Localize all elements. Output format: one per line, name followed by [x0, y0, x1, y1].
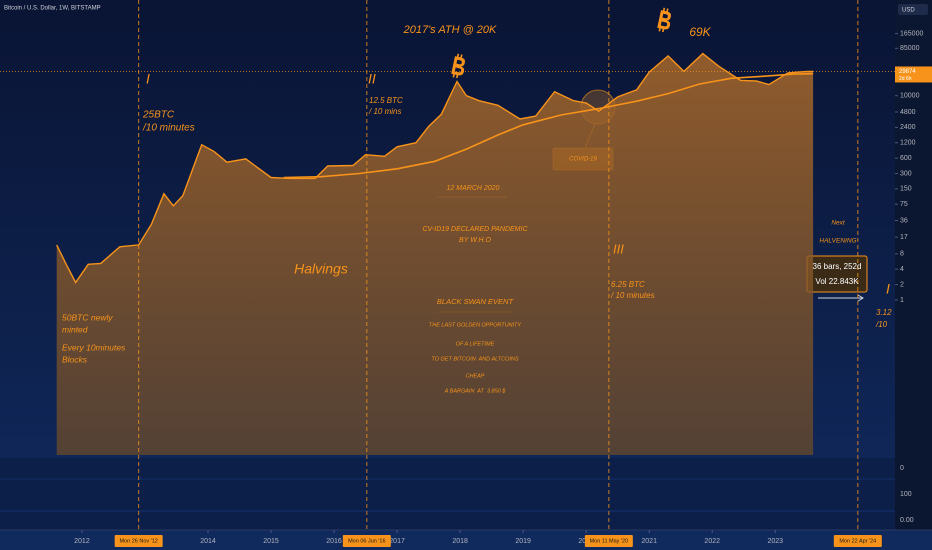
annotation: Every 10minutes	[62, 342, 126, 352]
x-tick-label: 2016	[326, 538, 342, 545]
y-tick-label: 8	[900, 251, 904, 258]
annotation: COVID-19	[569, 157, 597, 163]
price-area	[56, 53, 814, 455]
x-tick-label: 2014	[200, 538, 216, 545]
annotation: TO GET BITCOIN AND ALTCOINS	[431, 356, 518, 362]
annotation: I	[886, 281, 890, 297]
countdown: 2d 6h	[899, 76, 912, 82]
annotation: HALVENING	[819, 238, 856, 245]
bitcoin-icon	[451, 53, 465, 79]
x-tick-label: 2023	[767, 538, 783, 545]
annotation: BLACK SWAN EVENT	[437, 297, 515, 306]
halving-date-tag	[342, 535, 391, 547]
annotation: /10 minutes	[142, 123, 195, 134]
halving-date-tag	[114, 535, 163, 547]
measure-arrow-head	[857, 294, 864, 302]
annotation: 50BTC newly	[62, 312, 113, 322]
last-price-tag	[895, 66, 932, 83]
indicator-pane	[0, 512, 895, 530]
y-tick-label: 75	[900, 201, 908, 208]
annotation: minted	[62, 324, 88, 334]
y-tick-label: 2	[900, 281, 904, 288]
annotation: 12.5 BTC	[369, 96, 403, 105]
chart-title: Bitcoin / U.S. Dollar, 1W, BITSTAMP	[4, 6, 101, 12]
annotation: Halvings	[294, 261, 348, 277]
annotation: 3.12	[876, 308, 892, 317]
x-tick-label: 2018	[452, 538, 468, 545]
annotation: 6.25 BTC	[611, 280, 645, 289]
annotation: 25BTC	[142, 110, 175, 121]
x-tick-label: 2019	[515, 538, 531, 545]
y-tick-label: 10000	[900, 93, 920, 100]
x-tick-label: 2012	[74, 538, 90, 545]
bitcoin-icon	[657, 7, 671, 33]
annotation: III	[613, 241, 624, 256]
y-tick-label: 165000	[900, 30, 923, 37]
annotation: THE LAST GOLDEN OPPORTUNITY	[429, 322, 522, 328]
pane-label: 0	[900, 465, 904, 472]
annotation: / 10 minutes	[610, 291, 655, 300]
halving-date: Mon 26 Nov '12	[119, 538, 157, 544]
annotation: A BARGAIN AT 3.850 $	[444, 388, 507, 394]
y-tick-label: 17	[900, 234, 908, 241]
price-line	[56, 52, 814, 284]
halving-date: Mon 11 May '20	[590, 538, 629, 544]
annotation: CV-ID19 DECLARED PANDEMIC	[422, 226, 528, 233]
x-tick-label: 2021	[641, 538, 657, 545]
pane-label: 100	[900, 491, 912, 498]
y-tick-label: 4	[900, 266, 904, 273]
x-tick-label: 2022	[704, 538, 720, 545]
y-tick-label: 600	[900, 155, 912, 162]
currency: USD	[902, 8, 915, 14]
annotation: Blocks	[62, 354, 88, 364]
annotation: 12 MARCH 2020	[447, 185, 500, 192]
annotation: CHEAP	[466, 373, 485, 379]
measure-vol: Vol 22.843K	[815, 277, 859, 286]
y-tick-label: 4800	[900, 109, 916, 116]
y-tick-label: 1	[900, 297, 904, 304]
annotation: OF A LIFETIME	[456, 341, 495, 347]
y-tick-label: 300	[900, 170, 912, 177]
y-tick-label: 36	[900, 217, 908, 224]
y-tick-label: 150	[900, 186, 912, 193]
halving-date-tag	[584, 535, 633, 547]
pane-label: 0.00	[900, 517, 914, 524]
y-tick-label: 2400	[900, 124, 916, 131]
x-tick-label: 2017	[389, 538, 405, 545]
measure-bars: 36 bars, 252d	[813, 262, 862, 271]
y-tick-label: 1200	[900, 140, 916, 147]
annotation: II	[368, 71, 376, 87]
annotation: Next	[831, 220, 846, 227]
annotation: /10	[875, 320, 888, 329]
halving-date: Mon 22 Apr '24	[839, 538, 876, 544]
x-tick-label: 2015	[263, 538, 279, 545]
price-axis	[895, 0, 932, 530]
indicator-pane	[0, 458, 895, 478]
annotation: BY W.H.O	[459, 237, 491, 244]
currency-button[interactable]	[898, 4, 928, 15]
halving-date-tag	[833, 535, 882, 547]
halving-date: Mon 06 Jun '16	[348, 538, 385, 544]
ma-line	[283, 72, 814, 179]
annotation: / 10 mins	[368, 107, 401, 116]
indicator-pane	[0, 480, 895, 510]
annotation: 69K	[689, 25, 711, 39]
annotation: 2017's ATH @ 20K	[403, 24, 497, 36]
y-tick-label: 85000	[900, 45, 920, 52]
last-price-label: 29874	[899, 69, 916, 75]
annotation: I	[146, 71, 150, 87]
